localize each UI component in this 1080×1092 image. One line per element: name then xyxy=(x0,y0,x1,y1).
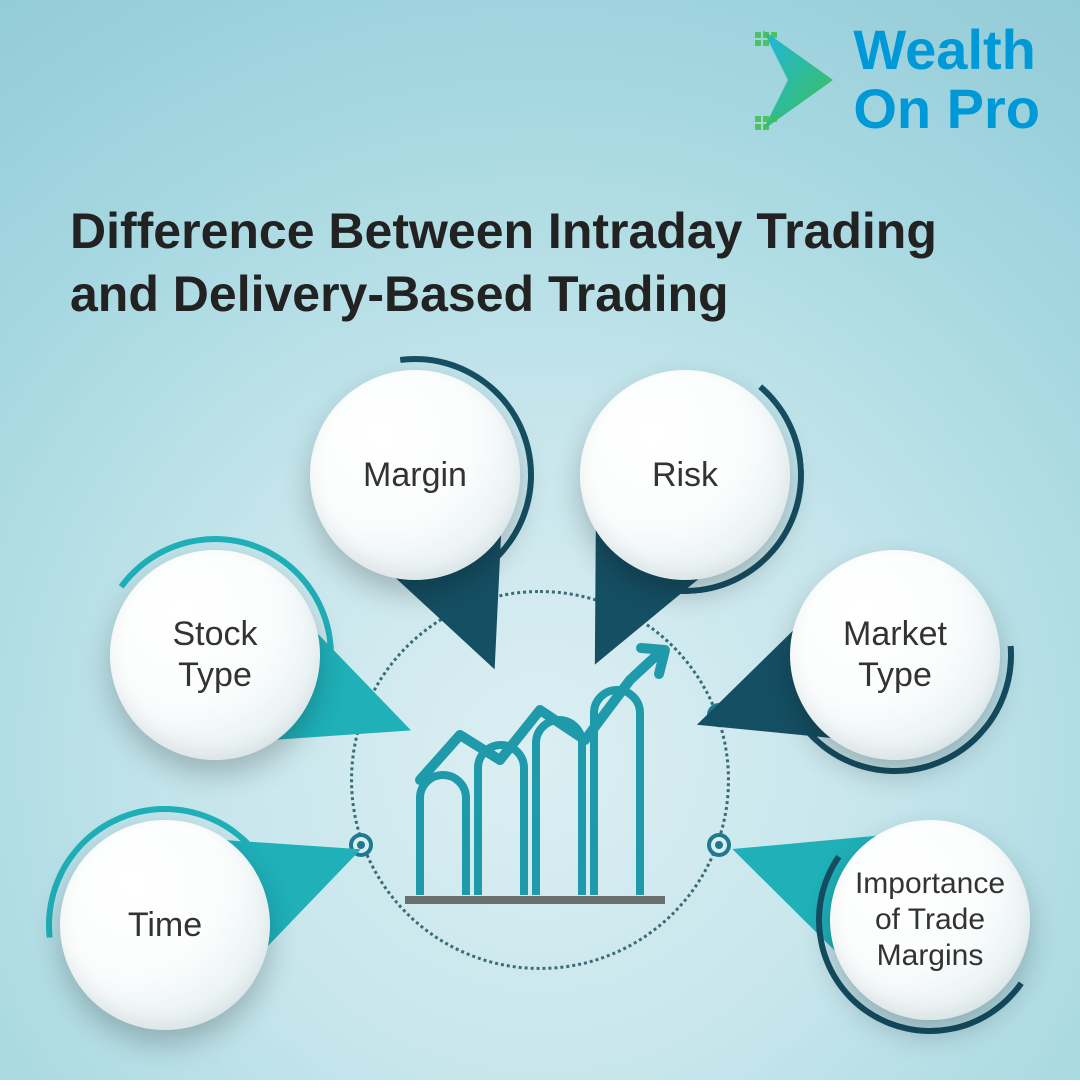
node-bubble: Market Type xyxy=(790,550,1000,760)
node-label: Market Type xyxy=(812,614,978,696)
node-bubble: Stock Type xyxy=(110,550,320,760)
node-label: Risk xyxy=(652,455,718,496)
node-risk: Risk xyxy=(580,370,790,580)
node-label: Time xyxy=(128,905,202,946)
node-bubble: Margin xyxy=(310,370,520,580)
node-bubble: Importance of Trade Margins xyxy=(830,820,1030,1020)
node-importance: Importance of Trade Margins xyxy=(830,820,1030,1020)
node-market-type: Market Type xyxy=(790,550,1000,760)
node-label: Margin xyxy=(363,455,467,496)
node-label: Stock Type xyxy=(132,614,298,696)
node-time: Time xyxy=(60,820,270,1030)
diagram-stage: Time Stock Type Margin Risk Market Type Impor… xyxy=(0,0,1080,1080)
node-margin: Margin xyxy=(310,370,520,580)
node-bubble: Time xyxy=(60,820,270,1030)
hub-connector-dot xyxy=(707,833,731,857)
node-label: Importance of Trade Margins xyxy=(852,866,1008,974)
node-bubble: Risk xyxy=(580,370,790,580)
node-stock-type: Stock Type xyxy=(110,550,320,760)
